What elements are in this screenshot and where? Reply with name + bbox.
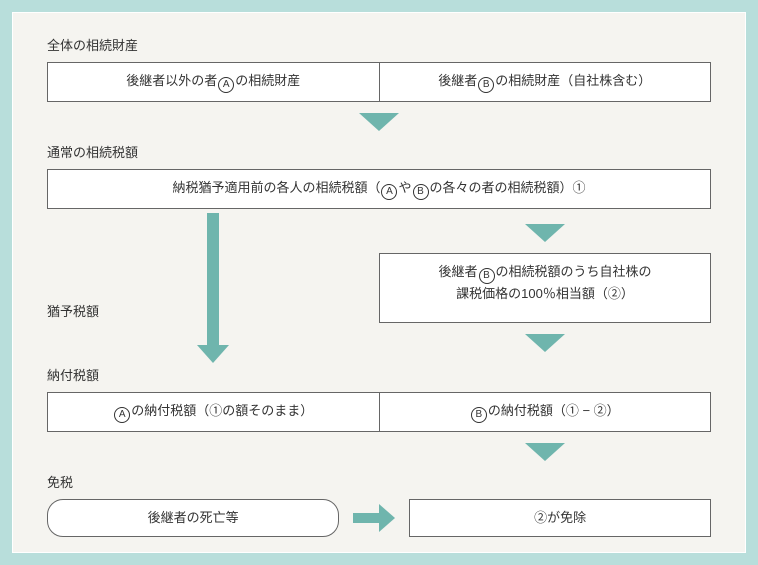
section-deferral-row: 後継者Bの相続税額のうち自社株の 課税価格の100％相当額（②） <box>47 213 711 363</box>
text-nonsuccessor-suffix: の相続財産 <box>235 73 300 88</box>
label-deferral-tax: 猶予税額 <box>47 301 99 320</box>
arrow-right-icon <box>353 504 395 532</box>
arrow-3-right <box>379 327 711 359</box>
text-deferral-line2: 課税価格の100％相当額（②） <box>456 286 634 301</box>
label-exemption: 免税 <box>47 472 711 491</box>
cell-successor-estate: 後継者Bの相続財産（自社株含む） <box>380 62 712 102</box>
circle-B-icon: B <box>471 407 487 423</box>
arrow-1 <box>47 106 711 138</box>
text-B-payment-suffix: の納付税額（① − ②） <box>488 403 620 418</box>
label-normal-tax: 通常の相続税額 <box>47 142 711 161</box>
section-total-estate: 全体の相続財産 後継者以外の者Aの相続財産 後継者Bの相続財産（自社株含む） <box>47 35 711 102</box>
text-successor-suffix: の相続財産（自社株含む） <box>495 73 651 88</box>
section-normal-tax: 通常の相続税額 納税猶予適用前の各人の相続税額（AやBの各々の者の相続税額）① <box>47 142 711 209</box>
long-arrow-down-icon <box>197 213 229 363</box>
chevron-down-icon <box>359 113 399 131</box>
chevron-down-icon <box>525 443 565 461</box>
row-exemption: 後継者の死亡等 ②が免除 <box>47 499 711 537</box>
circle-A-icon: A <box>218 77 234 93</box>
cell-exempt-amount: ②が免除 <box>409 499 711 537</box>
outer-frame: 全体の相続財産 後継者以外の者Aの相続財産 後継者Bの相続財産（自社株含む） 通… <box>0 0 758 565</box>
circle-A-icon: A <box>381 184 397 200</box>
cell-A-payment: Aの納付税額（①の額そのまま） <box>47 392 380 432</box>
text-A-payment-suffix: の納付税額（①の額そのまま） <box>131 403 313 418</box>
circle-B-icon: B <box>413 184 429 200</box>
text-nonsuccessor-prefix: 後継者以外の者 <box>126 73 217 88</box>
cell-nonsuccessor-estate: 後継者以外の者Aの相続財産 <box>47 62 380 102</box>
chevron-down-icon <box>525 224 565 242</box>
cell-deferral-amount: 後継者Bの相続税額のうち自社株の 課税価格の100％相当額（②） <box>379 253 711 323</box>
text-normal-tax-suffix: の各々の者の相続税額）① <box>430 180 586 195</box>
label-payment-tax: 納付税額 <box>47 365 711 384</box>
text-normal-tax-mid: や <box>398 180 411 195</box>
label-total-estate: 全体の相続財産 <box>47 35 711 54</box>
arrow-4-right-only <box>47 436 711 468</box>
cell-successor-death: 後継者の死亡等 <box>47 499 339 537</box>
circle-A-icon: A <box>114 407 130 423</box>
arrow-2-right <box>379 217 711 249</box>
diagram-canvas: 全体の相続財産 後継者以外の者Aの相続財産 後継者Bの相続財産（自社株含む） 通… <box>12 12 746 553</box>
circle-B-icon: B <box>478 77 494 93</box>
text-normal-tax-prefix: 納税猶予適用前の各人の相続税額（ <box>172 180 380 195</box>
chevron-down-icon <box>525 334 565 352</box>
col-left-long-arrow <box>47 213 379 363</box>
row-normal-tax: 納税猶予適用前の各人の相続税額（AやBの各々の者の相続税額）① <box>47 169 711 209</box>
col-right-deferral: 後継者Bの相続税額のうち自社株の 課税価格の100％相当額（②） <box>379 213 711 363</box>
cell-normal-tax: 納税猶予適用前の各人の相続税額（AやBの各々の者の相続税額）① <box>47 169 711 209</box>
text-deferral-prefix: 後継者 <box>438 264 477 279</box>
section-payment-tax: 納付税額 Aの納付税額（①の額そのまま） Bの納付税額（① − ②） <box>47 365 711 432</box>
section-exemption: 免税 後継者の死亡等 ②が免除 <box>47 472 711 537</box>
row-payment-tax: Aの納付税額（①の額そのまま） Bの納付税額（① − ②） <box>47 392 711 432</box>
row-total-estate: 後継者以外の者Aの相続財産 後継者Bの相続財産（自社株含む） <box>47 62 711 102</box>
cell-B-payment: Bの納付税額（① − ②） <box>380 392 712 432</box>
text-deferral-line1-suffix: の相続税額のうち自社株の <box>496 264 652 279</box>
text-successor-prefix: 後継者 <box>438 73 477 88</box>
circle-B-icon: B <box>479 268 495 284</box>
